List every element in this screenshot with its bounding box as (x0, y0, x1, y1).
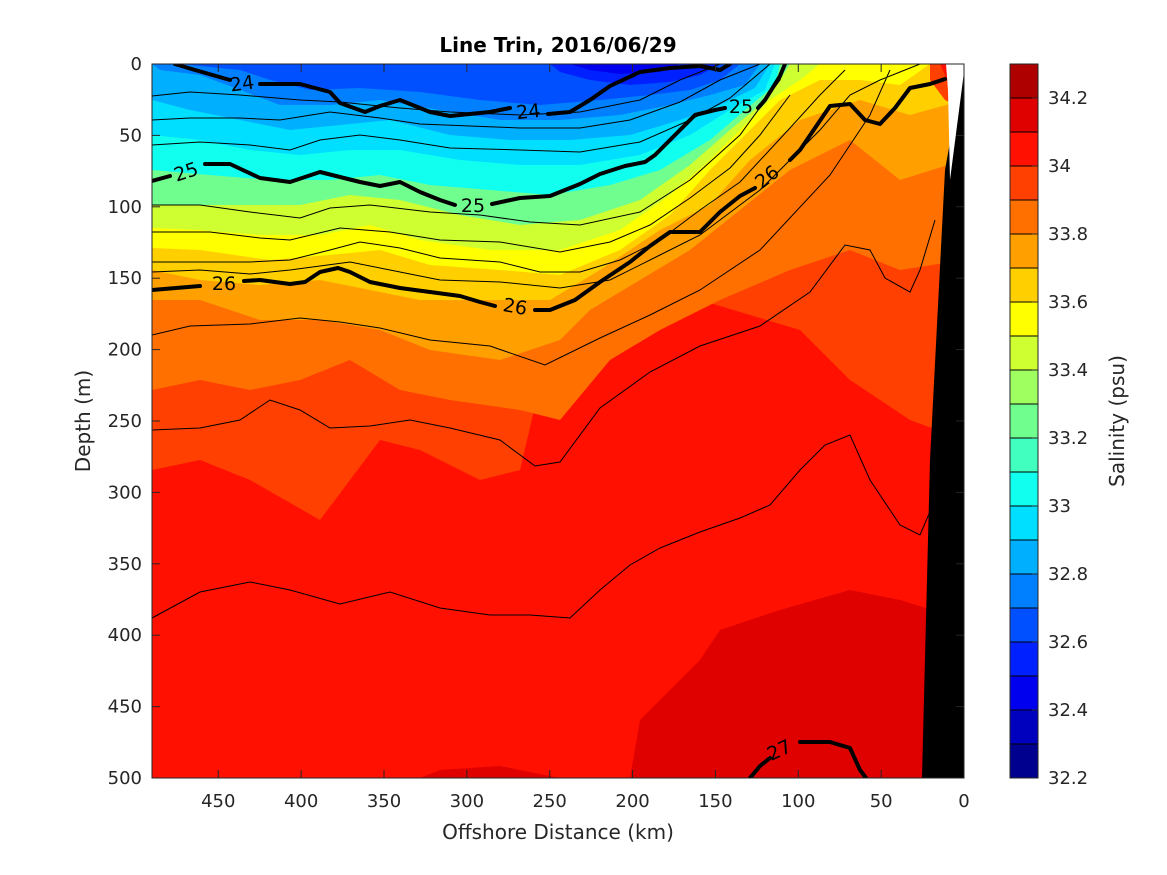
colorbar-swatch (1010, 98, 1038, 133)
contour-label-24-b: 24 (515, 100, 541, 124)
thin-contour (152, 94, 791, 253)
y-tick-label: 150 (108, 268, 142, 289)
contour-24-west (173, 64, 512, 118)
y-tick-label: 500 (108, 768, 142, 789)
salinity-field (152, 64, 964, 778)
colorbar-tick-label: 34.2 (1048, 88, 1088, 109)
colorbar-swatch (1010, 676, 1038, 711)
x-tick-label: 100 (781, 791, 815, 812)
x-tick-label: 350 (367, 791, 401, 812)
bathymetry-mask (922, 64, 964, 778)
colorbar-swatch (1010, 336, 1038, 371)
colorbar-swatch (1010, 132, 1038, 167)
y-tick-label: 50 (119, 125, 142, 146)
x-tick-label: 200 (615, 791, 649, 812)
colorbar-swatch (1010, 404, 1038, 439)
colorbar-swatch (1010, 574, 1038, 609)
colorbar-swatch (1010, 642, 1038, 677)
colorbar-tick-label: 32.4 (1048, 700, 1088, 721)
x-tick-label: 450 (201, 791, 235, 812)
field-deep-band-34.1 (630, 590, 964, 778)
y-axis: 0 50 100 150 200 250 300 350 400 450 500 (108, 54, 964, 789)
colorbar-swatch (1010, 608, 1038, 643)
colorbar-swatch (1010, 710, 1038, 745)
contour-label-26-a: 26 (212, 273, 236, 295)
x-tick-label: 150 (698, 791, 732, 812)
colorbar-swatch (1010, 200, 1038, 235)
thin-contour (152, 64, 771, 153)
contour-label-25-c: 25 (729, 96, 753, 118)
colorbar-tick-label: 32.6 (1048, 632, 1088, 653)
colorbar-tick-label: 33.4 (1048, 360, 1088, 381)
colorbar-tick-label: 32.2 (1048, 768, 1088, 789)
thin-contour (152, 64, 786, 226)
colorbar-tick-label: 33.2 (1048, 428, 1088, 449)
x-tick-label: 0 (958, 791, 969, 812)
y-tick-label: 400 (108, 625, 142, 646)
contour-label-26-b: 26 (501, 294, 529, 320)
colorbar-tick-label: 33.6 (1048, 292, 1088, 313)
y-tick-label: 450 (108, 697, 142, 718)
thin-contour (152, 219, 936, 467)
density-contours-labeled (152, 64, 947, 778)
colorbar-swatch (1010, 64, 1038, 99)
y-tick-label: 100 (108, 197, 142, 218)
density-contours-thin (152, 64, 936, 619)
thin-contour (152, 434, 936, 619)
colorbar-swatch (1010, 268, 1038, 303)
y-axis-label: Depth (m) (71, 370, 95, 472)
colorbar-swatch (1010, 234, 1038, 269)
colorbar-swatch (1010, 472, 1038, 507)
colorbar-swatch (1010, 166, 1038, 201)
colorbar: 32.2 32.4 32.6 32.8 33 33.2 33.4 33.6 33.8 34 34.2 (1009, 63, 1088, 789)
x-tick-label: 250 (533, 791, 567, 812)
colorbar-tick-label: 32.8 (1048, 564, 1088, 585)
y-tick-label: 350 (108, 554, 142, 575)
colorbar-tick-label: 33.8 (1048, 224, 1088, 245)
seafloor-wedge (922, 64, 964, 778)
thin-contour (152, 69, 846, 273)
chart-title: Line Trin, 2016/06/29 (439, 33, 676, 57)
colorbar-swatch (1010, 370, 1038, 405)
y-tick-label: 300 (108, 482, 142, 503)
y-tick-label: 0 (131, 54, 142, 75)
colorbar-tick-label: 34 (1048, 156, 1071, 177)
colorbar-label: Salinity (psu) (1105, 355, 1129, 487)
y-tick-label: 250 (108, 411, 142, 432)
thin-contour (152, 64, 921, 289)
colorbar-frame (1009, 63, 1039, 779)
y-tick-label: 200 (108, 340, 142, 361)
contour-label-24-a: 24 (229, 71, 256, 96)
thin-contour (152, 69, 891, 366)
contour-24-east (546, 64, 732, 116)
colorbar-tick-label: 33 (1048, 496, 1071, 517)
colorbar-swatch (1010, 302, 1038, 337)
contour-27 (748, 740, 868, 778)
x-axis-label: Offshore Distance (km) (442, 820, 674, 844)
x-tick-label: 50 (870, 791, 893, 812)
contour-25 (152, 64, 787, 207)
nearshore-blank (946, 64, 964, 180)
thin-contour (152, 64, 761, 129)
x-tick-label: 400 (284, 791, 318, 812)
contour-label-25-b: 25 (461, 195, 485, 217)
colorbar-swatch (1010, 540, 1038, 575)
x-tick-label: 300 (450, 791, 484, 812)
x-axis: 450 400 350 300 250 200 150 100 50 0 (201, 64, 970, 812)
colorbar-swatch (1010, 744, 1038, 779)
colorbar-swatch (1010, 438, 1038, 473)
contour-26 (152, 77, 947, 312)
field-deep-band-34.1-left (420, 766, 560, 778)
colorbar-swatch (1010, 506, 1038, 541)
